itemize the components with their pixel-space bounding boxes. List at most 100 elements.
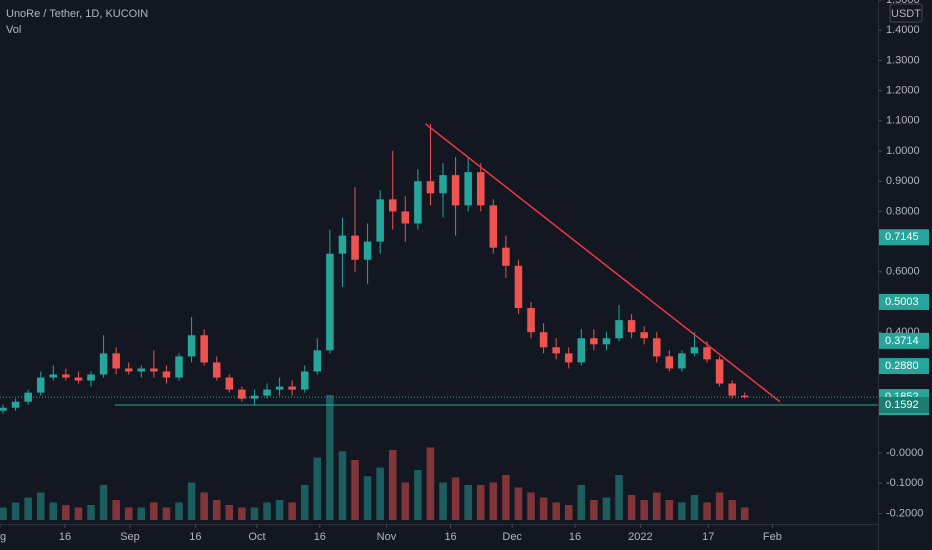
- y-tick-label: 1.4000: [886, 24, 920, 36]
- price-tag-label: 0.5003: [885, 296, 919, 308]
- volume-bar: [275, 500, 284, 520]
- candle-body: [514, 265, 523, 309]
- volume-bar: [212, 500, 221, 520]
- candle-body: [615, 320, 623, 339]
- y-tick-label: 0.9000: [886, 175, 920, 187]
- candle-body: [652, 338, 661, 357]
- volume-bar: [703, 502, 711, 520]
- volume-bar: [87, 505, 95, 520]
- candle-body: [401, 211, 410, 224]
- candle-body: [414, 181, 422, 224]
- volume-bar: [11, 502, 20, 520]
- candle-body: [137, 368, 146, 372]
- volume-bar: [527, 492, 535, 520]
- volume-bar: [238, 507, 246, 520]
- candle-body: [640, 332, 648, 339]
- price-tag: [879, 332, 929, 349]
- candle-body: [275, 386, 284, 390]
- candle-body: [150, 368, 158, 372]
- candle-body: [250, 395, 259, 399]
- y-tick-label: 1.1000: [886, 115, 920, 127]
- candle-body: [0, 407, 7, 411]
- x-tick-label: Nov: [377, 531, 397, 543]
- volume-bar: [439, 482, 447, 520]
- candle-body: [740, 395, 749, 398]
- candle-body: [363, 241, 372, 260]
- chart-title: UnoRe / Tether, 1D, KUCOIN: [6, 8, 148, 20]
- volume-bar: [363, 476, 372, 520]
- candle-body: [451, 175, 460, 206]
- volume-bar: [464, 485, 472, 520]
- x-tick-label: Sep: [120, 531, 140, 543]
- x-tick-label: Oct: [248, 531, 265, 543]
- volume-bar: [564, 505, 573, 520]
- volume-bar: [300, 485, 309, 520]
- volume-bar: [740, 507, 749, 520]
- volume-bar: [665, 500, 674, 520]
- x-tick-label: 2022: [628, 531, 652, 543]
- candle-body: [552, 347, 560, 354]
- volume-bar: [351, 460, 359, 520]
- candle-body: [288, 386, 296, 390]
- candle-body: [313, 350, 322, 372]
- x-tick-label: Dec: [502, 531, 522, 543]
- candle-body: [464, 172, 472, 206]
- volume-bar: [615, 475, 623, 520]
- candle-body: [627, 320, 636, 333]
- candle-body: [703, 347, 711, 360]
- candle-body: [225, 377, 234, 390]
- volume-bar: [426, 447, 435, 520]
- volume-bar: [502, 475, 510, 520]
- volume-bar: [401, 482, 410, 520]
- candle-body: [665, 356, 674, 369]
- candle-body: [62, 374, 70, 378]
- price-tag: [879, 293, 929, 310]
- candle-body: [212, 362, 221, 378]
- volume-bar: [137, 507, 146, 520]
- volume-bar: [552, 502, 560, 520]
- volume-bar: [539, 497, 548, 520]
- candle-body: [376, 199, 384, 242]
- volume-bar: [99, 485, 108, 520]
- volume-bar: [112, 500, 120, 520]
- volume-bar: [124, 507, 133, 520]
- candle-body: [439, 175, 447, 194]
- candle-body: [326, 253, 334, 351]
- volume-bar: [62, 505, 70, 520]
- candle-body: [49, 374, 58, 378]
- y-tick-label: 1.5000: [886, 0, 920, 6]
- volume-bar: [263, 502, 271, 520]
- candle-body: [715, 359, 724, 384]
- price-tag: [879, 358, 929, 375]
- volume-bar: [49, 502, 58, 520]
- currency-box: [889, 3, 923, 23]
- candle-body: [112, 353, 120, 369]
- volume-bar: [652, 492, 661, 520]
- price-tag-label: 0.2880: [885, 360, 919, 372]
- y-tick-label: 0.8000: [886, 205, 920, 217]
- price-tag: [879, 229, 929, 246]
- volume-bar: [0, 507, 7, 520]
- plot: [0, 123, 878, 520]
- y-tick-label: -0.2000: [886, 507, 923, 519]
- volume-bar: [74, 507, 83, 520]
- y-tick-label: 1.2000: [886, 85, 920, 97]
- volume-bar: [476, 485, 485, 520]
- volume-bar: [489, 482, 498, 520]
- candle-body: [564, 353, 573, 363]
- candle-body: [238, 389, 246, 399]
- candle-body: [476, 172, 485, 206]
- candle-body: [263, 389, 271, 396]
- volume-bar: [376, 467, 384, 520]
- x-tick-label: 16: [444, 531, 456, 543]
- candle-body: [539, 332, 548, 348]
- candle-body: [502, 247, 510, 266]
- volume-bar: [414, 470, 422, 520]
- volume-bar: [678, 502, 686, 520]
- candle-body: [124, 368, 133, 372]
- candle-body: [527, 308, 535, 333]
- candle-body: [602, 338, 611, 345]
